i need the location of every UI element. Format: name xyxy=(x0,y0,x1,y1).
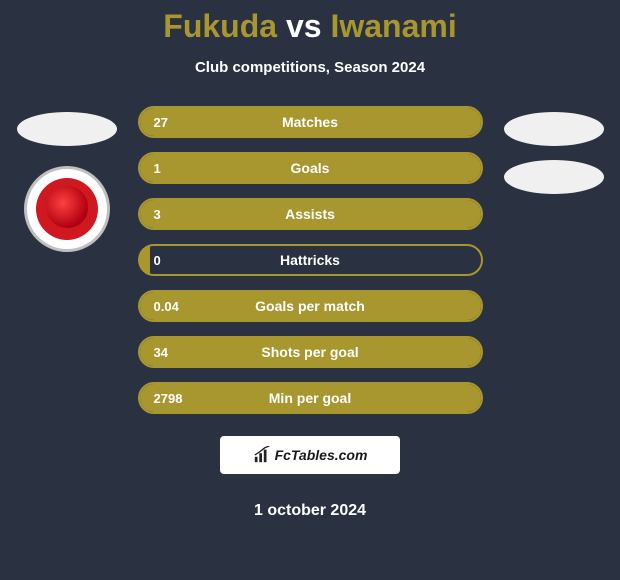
date-text: 1 october 2024 xyxy=(254,502,366,520)
stat-left-value: 2798 xyxy=(154,391,183,406)
stat-bar: 0.04 Goals per match xyxy=(138,290,483,322)
branding-box: FcTables.com xyxy=(220,436,400,474)
stat-bar: 0 Hattricks xyxy=(138,244,483,276)
stat-left-value: 0 xyxy=(154,253,161,268)
stat-label: Hattricks xyxy=(280,252,340,268)
stat-left-value: 34 xyxy=(154,345,168,360)
subtitle: Club competitions, Season 2024 xyxy=(195,59,425,76)
stat-bar: 34 Shots per goal xyxy=(138,336,483,368)
stat-bar: 1 Goals xyxy=(138,152,483,184)
stat-label: Shots per goal xyxy=(261,344,358,360)
page-title: Fukuda vs Iwanami xyxy=(163,8,456,45)
chart-icon xyxy=(253,446,271,464)
content-row: 27 Matches 1 Goals 3 Assists 0 Hattricks 0.04 Goa… xyxy=(0,106,620,414)
stat-label: Goals xyxy=(291,160,330,176)
player1-avatar-placeholder xyxy=(17,112,117,146)
stat-bar-fill xyxy=(140,246,150,274)
player1-club-badge xyxy=(24,166,110,252)
player2-avatar-placeholder xyxy=(504,112,604,146)
root: Fukuda vs Iwanami Club competitions, Sea… xyxy=(0,0,620,580)
stat-bar: 27 Matches xyxy=(138,106,483,138)
stat-left-value: 3 xyxy=(154,207,161,222)
title-vs: vs xyxy=(286,8,322,44)
stat-left-value: 27 xyxy=(154,115,168,130)
stat-label: Min per goal xyxy=(269,390,351,406)
stat-left-value: 1 xyxy=(154,161,161,176)
left-column xyxy=(12,106,122,252)
title-player1: Fukuda xyxy=(163,8,277,44)
stat-bar: 3 Assists xyxy=(138,198,483,230)
club-badge-art xyxy=(36,178,98,240)
stat-bar: 2798 Min per goal xyxy=(138,382,483,414)
stat-label: Matches xyxy=(282,114,338,130)
branding-text: FcTables.com xyxy=(275,447,368,463)
player2-club-placeholder xyxy=(504,160,604,194)
stat-label: Goals per match xyxy=(255,298,365,314)
right-column xyxy=(499,106,609,194)
stat-label: Assists xyxy=(285,206,335,222)
stats-column: 27 Matches 1 Goals 3 Assists 0 Hattricks 0.04 Goa… xyxy=(138,106,483,414)
stat-left-value: 0.04 xyxy=(154,299,179,314)
title-player2: Iwanami xyxy=(330,8,456,44)
